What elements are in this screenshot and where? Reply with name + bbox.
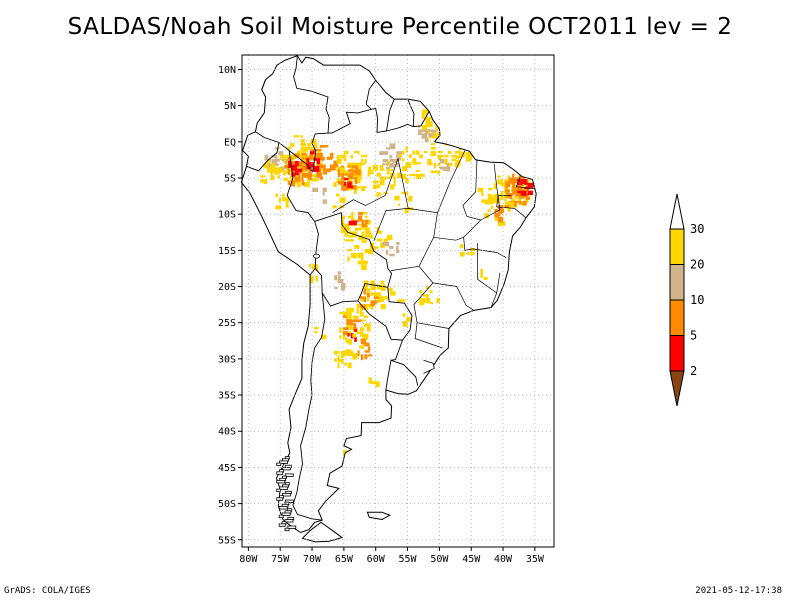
anomaly-patch <box>402 313 413 327</box>
lat-tick-label: 15S <box>218 246 236 257</box>
lat-tick-label: 25S <box>218 318 236 329</box>
map-title: SALDAS/Noah Soil Moisture Percentile OCT… <box>67 14 733 40</box>
colorbar-label: 5 <box>690 329 697 343</box>
anomaly-patch <box>477 187 494 205</box>
anomaly-patch <box>373 160 402 197</box>
lat-tick-label: 45S <box>218 463 236 474</box>
anomaly-patch <box>398 146 425 184</box>
lat-tick-label: 10N <box>218 65 236 76</box>
footer-credit: GrADS: COLA/IGES <box>4 586 91 596</box>
colorbar-segment-20_30 <box>669 228 685 265</box>
colorbar-label: 30 <box>690 222 704 236</box>
lat-tick-label: 55S <box>218 535 236 546</box>
anomaly-patch <box>382 242 400 257</box>
anomaly-patch <box>360 288 379 310</box>
chilean-archipelago <box>276 456 297 532</box>
colorbar-segment-5_10 <box>669 299 685 336</box>
lon-tick-label: 70W <box>303 554 322 565</box>
anomaly-patch <box>439 158 451 172</box>
lon-tick-label: 45W <box>462 554 481 565</box>
anomaly-patch <box>357 338 373 361</box>
lake-titicaca <box>313 253 320 259</box>
colorbar-label: 10 <box>690 293 704 307</box>
colorbar-segment-above-30 <box>669 193 685 230</box>
coastline <box>240 55 537 534</box>
map-border <box>241 54 555 548</box>
lon-tick-label: 40W <box>494 554 513 565</box>
anomaly-patch <box>348 220 357 226</box>
anomaly-patch <box>306 150 321 172</box>
lat-tick-label: 30S <box>218 354 236 365</box>
lat-tick-label: 5N <box>224 101 236 112</box>
colorbar-label: 2 <box>690 364 697 378</box>
anomaly-patch <box>347 245 374 271</box>
anomaly-patch <box>379 143 404 170</box>
lat-tick-label: 5S <box>224 174 236 185</box>
country-borders <box>246 55 430 521</box>
footer-timestamp: 2021-05-12-17:38 <box>695 586 782 596</box>
colorbar-segment-10_20 <box>669 264 685 301</box>
tierra-del-fuego <box>301 521 344 543</box>
anomaly-patch <box>390 287 406 302</box>
lat-tick-label: 50S <box>218 499 236 510</box>
anomaly-patch <box>334 271 346 291</box>
lon-tick-label: 35W <box>526 554 545 565</box>
lon-tick-label: 55W <box>399 554 418 565</box>
graticule <box>241 54 555 548</box>
lat-tick-label: EQ <box>224 137 236 148</box>
anomaly-patch <box>419 286 440 306</box>
anomaly-patch <box>260 159 282 185</box>
axis-tick-labels: 80W 75W 70W 65W 60W 55W 50W 45W 40W 35W 10N 5N EQ 5S 1… <box>218 65 545 565</box>
anomaly-patch <box>314 326 327 340</box>
lon-tick-label: 80W <box>239 554 258 565</box>
anomaly-patch <box>312 187 327 204</box>
colorbar-segment-below-2 <box>669 370 685 407</box>
lat-tick-label: 10S <box>218 210 236 221</box>
lat-tick-label: 20S <box>218 282 236 293</box>
anomaly-patch <box>460 244 476 257</box>
lon-tick-label: 50W <box>430 554 449 565</box>
anomaly-patch <box>275 193 289 210</box>
lon-tick-label: 60W <box>367 554 386 565</box>
anomaly-patch <box>339 303 371 344</box>
anomaly-patch <box>480 269 488 280</box>
lagoa-dos-patos <box>423 359 435 374</box>
anomaly-patch <box>347 329 358 342</box>
colorbar-segment-2_5 <box>669 335 685 372</box>
lon-tick-label: 75W <box>271 554 290 565</box>
falkland-islands <box>366 511 391 521</box>
anomaly-patch <box>333 350 354 369</box>
state-borders <box>332 150 535 349</box>
anomaly-patch <box>343 177 353 189</box>
colorbar-label: 20 <box>690 258 704 272</box>
coastlines-and-borders <box>240 55 537 543</box>
colorbar: 30 20 10 5 2 <box>669 193 704 407</box>
lat-tick-label: 35S <box>218 391 236 402</box>
lat-tick-label: 40S <box>218 427 236 438</box>
lon-tick-label: 65W <box>335 554 354 565</box>
anomaly-patch <box>368 377 380 388</box>
